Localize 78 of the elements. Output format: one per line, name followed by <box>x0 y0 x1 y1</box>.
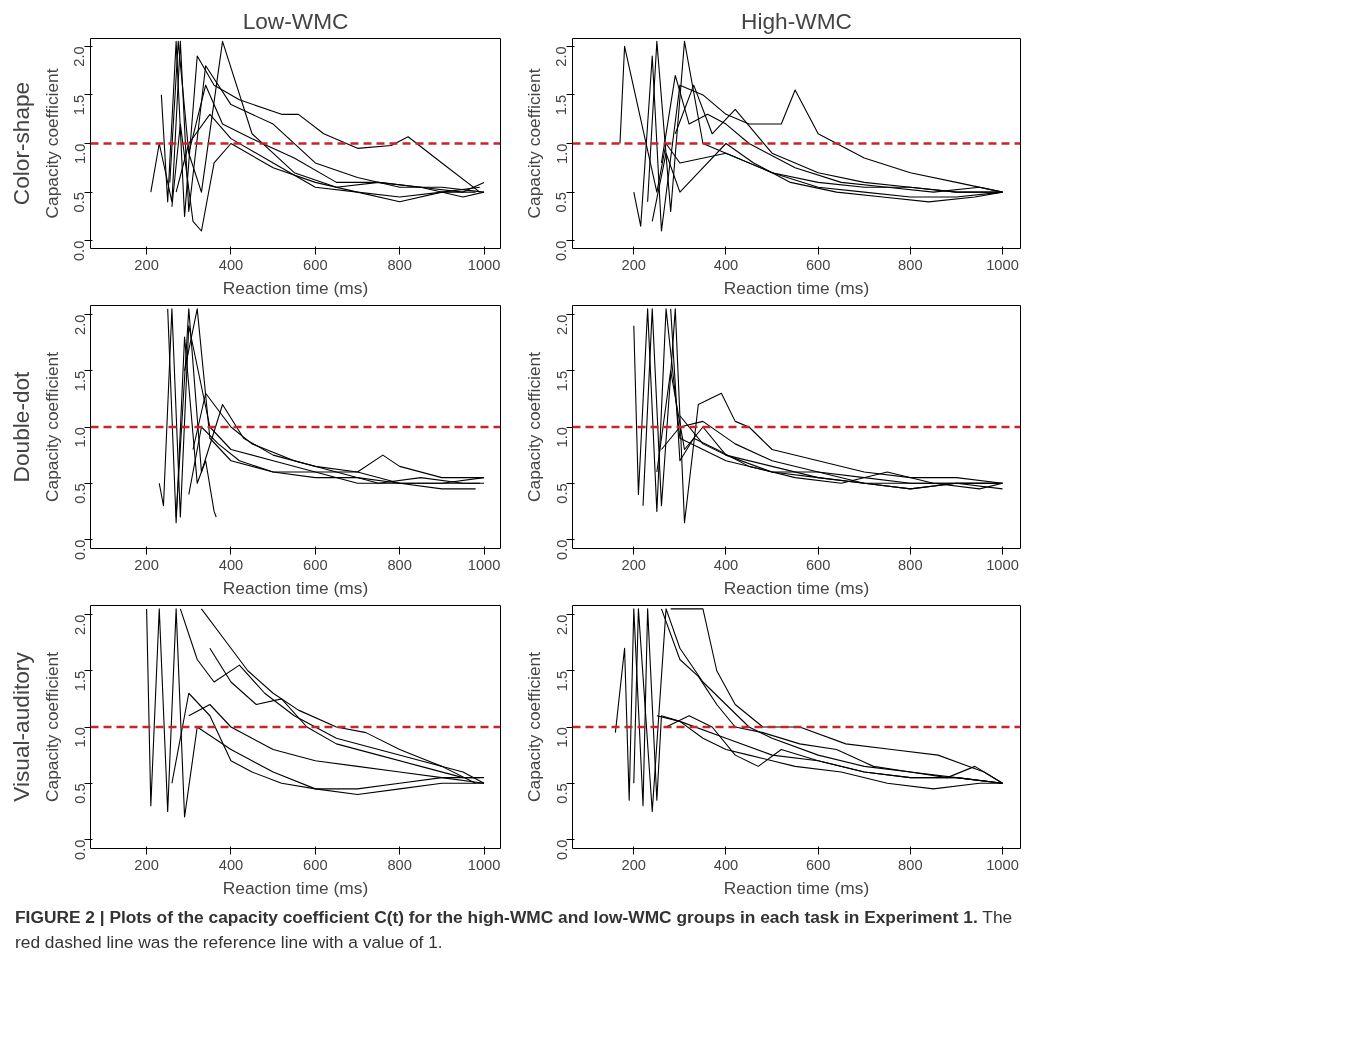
y-tick-label: 1.5 <box>71 94 88 116</box>
y-tick-label: 0.5 <box>71 192 88 213</box>
y-tick-label: 2.0 <box>71 314 88 335</box>
y-tick-label: 1.0 <box>71 427 88 448</box>
x-tick-label: 600 <box>303 256 328 273</box>
y-tick-label: 1.0 <box>553 427 570 448</box>
x-tick-label: 1000 <box>467 256 501 273</box>
y-tick-label: 1.5 <box>553 370 570 392</box>
y-tick-label: 2.0 <box>553 314 570 335</box>
y-tick-label: 1.0 <box>71 727 88 748</box>
x-axis-title: Reaction time (ms) <box>723 577 870 598</box>
y-tick-label: 1.5 <box>71 370 88 392</box>
x-tick-label: 1000 <box>467 556 501 573</box>
x-tick-label: 200 <box>621 256 647 273</box>
y-axis-title: Capacity coefficient <box>523 651 544 802</box>
x-tick-label: 1000 <box>986 556 1019 573</box>
y-tick-label: 0.0 <box>71 539 88 560</box>
x-tick-label: 1000 <box>986 256 1019 273</box>
y-tick-label: 0.0 <box>553 839 570 860</box>
x-tick-label: 400 <box>218 856 244 873</box>
y-tick-label: 2.0 <box>71 46 88 67</box>
x-tick-label: 800 <box>898 556 923 573</box>
x-tick-label: 1000 <box>467 856 501 873</box>
y-axis-title: Capacity coefficient <box>41 651 62 802</box>
y-tick-label: 0.0 <box>553 539 570 560</box>
y-tick-label: 0.5 <box>553 192 570 213</box>
y-tick-label: 2.0 <box>553 46 570 67</box>
y-tick-label: 2.0 <box>71 614 88 635</box>
x-axis-title: Reaction time (ms) <box>222 577 369 598</box>
chart-title: High-WMC <box>741 7 852 34</box>
y-axis-title: Capacity coefficient <box>523 68 544 219</box>
x-tick-label: 400 <box>218 556 244 573</box>
x-tick-label: 600 <box>303 856 328 873</box>
x-axis-title: Reaction time (ms) <box>222 277 369 298</box>
y-axis-title: Capacity coefficient <box>523 351 544 502</box>
x-tick-label: 800 <box>898 856 923 873</box>
text: Color-shape <box>7 81 34 206</box>
text: Double-dot <box>7 370 34 483</box>
x-tick-label: 200 <box>621 556 647 573</box>
y-tick-label: 0.5 <box>553 783 570 804</box>
x-tick-label: 600 <box>805 556 831 573</box>
y-tick-label: 0.0 <box>71 839 88 860</box>
x-tick-label: 200 <box>134 256 159 273</box>
y-tick-label: 1.5 <box>553 670 570 692</box>
y-tick-label: 1.0 <box>553 727 570 748</box>
y-tick-label: 1.0 <box>71 143 88 164</box>
x-tick-label: 400 <box>218 256 244 273</box>
y-tick-label: 0.5 <box>553 483 570 504</box>
y-tick-label: 1.5 <box>553 94 570 116</box>
x-tick-label: 400 <box>713 256 739 273</box>
x-tick-label: 200 <box>134 556 159 573</box>
y-tick-label: 1.5 <box>71 670 88 692</box>
x-tick-label: 400 <box>713 856 739 873</box>
y-axis-title: Capacity coefficient <box>41 351 62 502</box>
y-tick-label: 0.5 <box>71 483 88 504</box>
x-tick-label: 800 <box>898 256 923 273</box>
x-tick-label: 800 <box>387 256 412 273</box>
x-tick-label: 600 <box>805 256 831 273</box>
x-tick-label: 200 <box>134 856 159 873</box>
y-tick-label: 0.5 <box>71 783 88 804</box>
x-axis-title: Reaction time (ms) <box>723 877 870 898</box>
x-axis-title: Reaction time (ms) <box>723 277 870 298</box>
caption: FIGURE 2 | Plots of the capacity coefficient C(t) for the high-WMC and low-WMC groups in each task in Experiment 1. <box>15 907 978 927</box>
y-tick-label: 1.0 <box>553 143 570 164</box>
x-tick-label: 600 <box>303 556 328 573</box>
x-tick-label: 200 <box>621 856 647 873</box>
x-tick-label: 800 <box>387 556 412 573</box>
x-tick-label: 400 <box>713 556 739 573</box>
x-tick-label: 1000 <box>986 856 1019 873</box>
x-tick-label: 600 <box>805 856 831 873</box>
text: Visual-auditory <box>7 651 34 802</box>
y-axis-title: Capacity coefficient <box>41 68 62 219</box>
y-tick-label: 0.0 <box>71 240 88 262</box>
x-tick-label: 800 <box>387 856 412 873</box>
y-tick-label: 2.0 <box>553 614 570 635</box>
chart-title: Low-WMC <box>242 7 349 34</box>
x-axis-title: Reaction time (ms) <box>222 877 369 898</box>
y-tick-label: 0.0 <box>553 240 570 262</box>
